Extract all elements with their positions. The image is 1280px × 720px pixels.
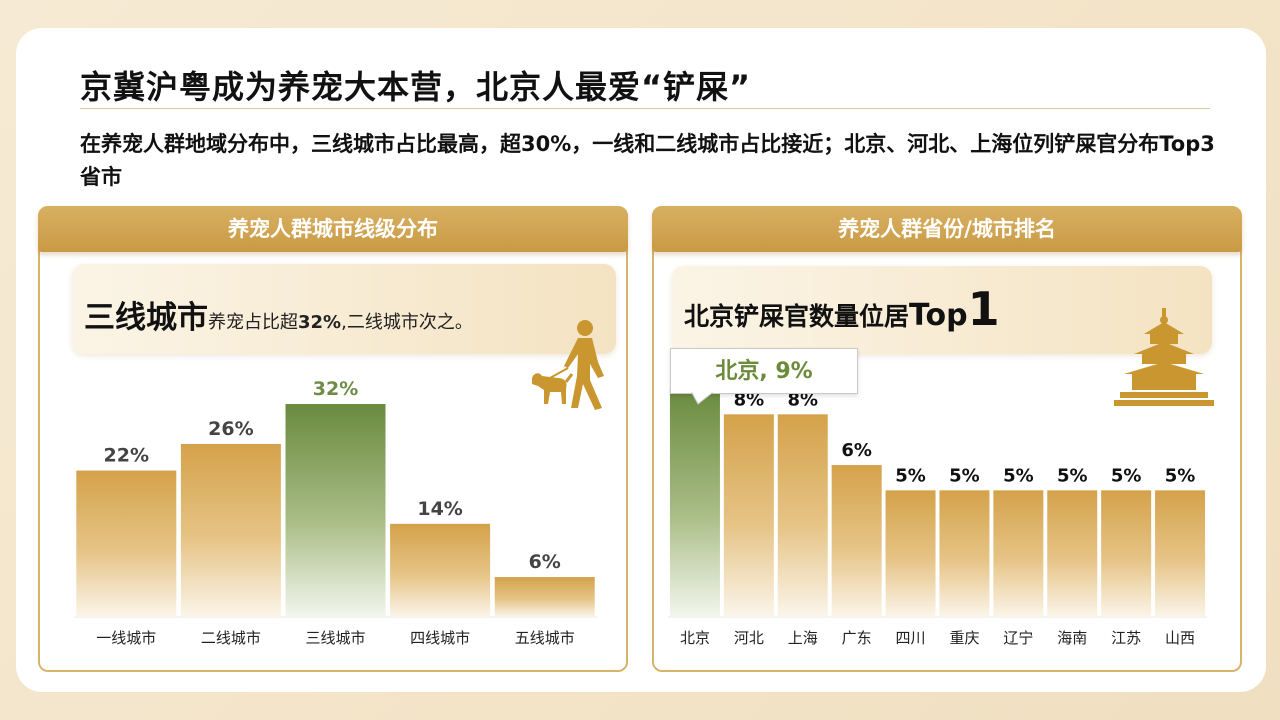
page-title: 京冀沪粤成为养宠大本营，北京人最爱“铲屎”	[80, 68, 752, 106]
category-label: 五线城市	[515, 629, 575, 647]
temple-of-heaven-icon	[1114, 308, 1214, 406]
bar-value-label: 5%	[1111, 465, 1142, 486]
bar	[390, 523, 491, 617]
bar-value-label: 26%	[208, 418, 253, 440]
bar	[939, 490, 990, 617]
category-label: 海南	[1057, 629, 1087, 647]
beijing-highlight-bubble: 北京, 9%	[670, 348, 858, 394]
bar-value-label: 32%	[313, 378, 358, 400]
bar	[494, 577, 595, 617]
page-subtitle: 在养宠人群地域分布中，三线城市占比最高，超30%，一线和二线城市占比接近；北京、…	[80, 132, 1215, 189]
bar-value-label: 6%	[529, 551, 561, 573]
bar	[723, 414, 774, 617]
category-label: 山西	[1165, 629, 1195, 647]
bar	[885, 490, 936, 617]
category-label: 三线城市	[305, 629, 365, 647]
category-label: 四川	[896, 629, 926, 647]
province-callout-text: 北京铲屎官数量位居	[684, 302, 910, 331]
category-label: 江苏	[1111, 629, 1141, 647]
category-label: 上海	[788, 629, 818, 647]
bar	[180, 443, 281, 617]
bar-value-label: 5%	[1057, 465, 1088, 486]
bar-value-label: 8%	[734, 389, 765, 410]
category-label: 二线城市	[201, 629, 261, 647]
category-label: 广东	[842, 629, 872, 647]
city-tier-bar-chart: 22% 一线城市 26% 二线城市 32% 三线城市 14% 四线城市 6% 五线城市	[74, 378, 597, 647]
province-callout-top: Top	[909, 298, 968, 333]
bar	[777, 414, 828, 617]
bar-value-label: 5%	[1003, 465, 1034, 486]
bar	[1047, 490, 1098, 617]
dog-walker-icon	[532, 320, 604, 410]
callout-text-post: ,二线城市次之。	[341, 312, 473, 333]
bar	[831, 465, 882, 617]
callout-text-pre: 养宠占比超	[208, 312, 298, 333]
bar	[669, 389, 720, 617]
bar	[285, 404, 386, 617]
bar	[993, 490, 1044, 617]
bar-value-label: 6%	[841, 440, 872, 461]
bar-value-label: 5%	[895, 465, 926, 486]
category-label: 重庆	[949, 629, 979, 647]
bar	[1101, 490, 1152, 617]
category-label: 四线城市	[410, 629, 470, 647]
bar	[1155, 490, 1206, 617]
province-ranking-panel-header: 养宠人群省份/城市排名	[652, 206, 1242, 252]
bar-value-label: 5%	[949, 465, 980, 486]
province-callout: 北京铲屎官数量位居Top1	[672, 266, 1212, 354]
city-tier-panel-header: 养宠人群城市线级分布	[38, 206, 628, 252]
category-label: 辽宁	[1003, 629, 1033, 647]
callout-text-bold: 32%	[298, 312, 342, 333]
bar-value-label: 14%	[417, 498, 462, 520]
bar-value-label: 5%	[1165, 465, 1196, 486]
bar	[76, 470, 177, 617]
province-callout-top-number: 1	[967, 282, 1000, 336]
bar-value-label: 8%	[787, 389, 818, 410]
province-bar-chart: 北京 8% 河北 8% 上海 6% 广东 5% 四川 5% 重庆 5% 辽宁 5% 海南 5% 江苏 5% 山西	[668, 389, 1207, 647]
category-label: 一线城市	[96, 629, 156, 647]
city-tier-callout: 三线城市养宠占比超32%,二线城市次之。	[72, 264, 616, 354]
bar-value-label: 22%	[104, 445, 149, 467]
category-label: 北京	[680, 629, 710, 647]
callout-highlight: 三线城市	[84, 300, 208, 336]
category-label: 河北	[734, 629, 764, 647]
title-divider	[80, 108, 1210, 109]
